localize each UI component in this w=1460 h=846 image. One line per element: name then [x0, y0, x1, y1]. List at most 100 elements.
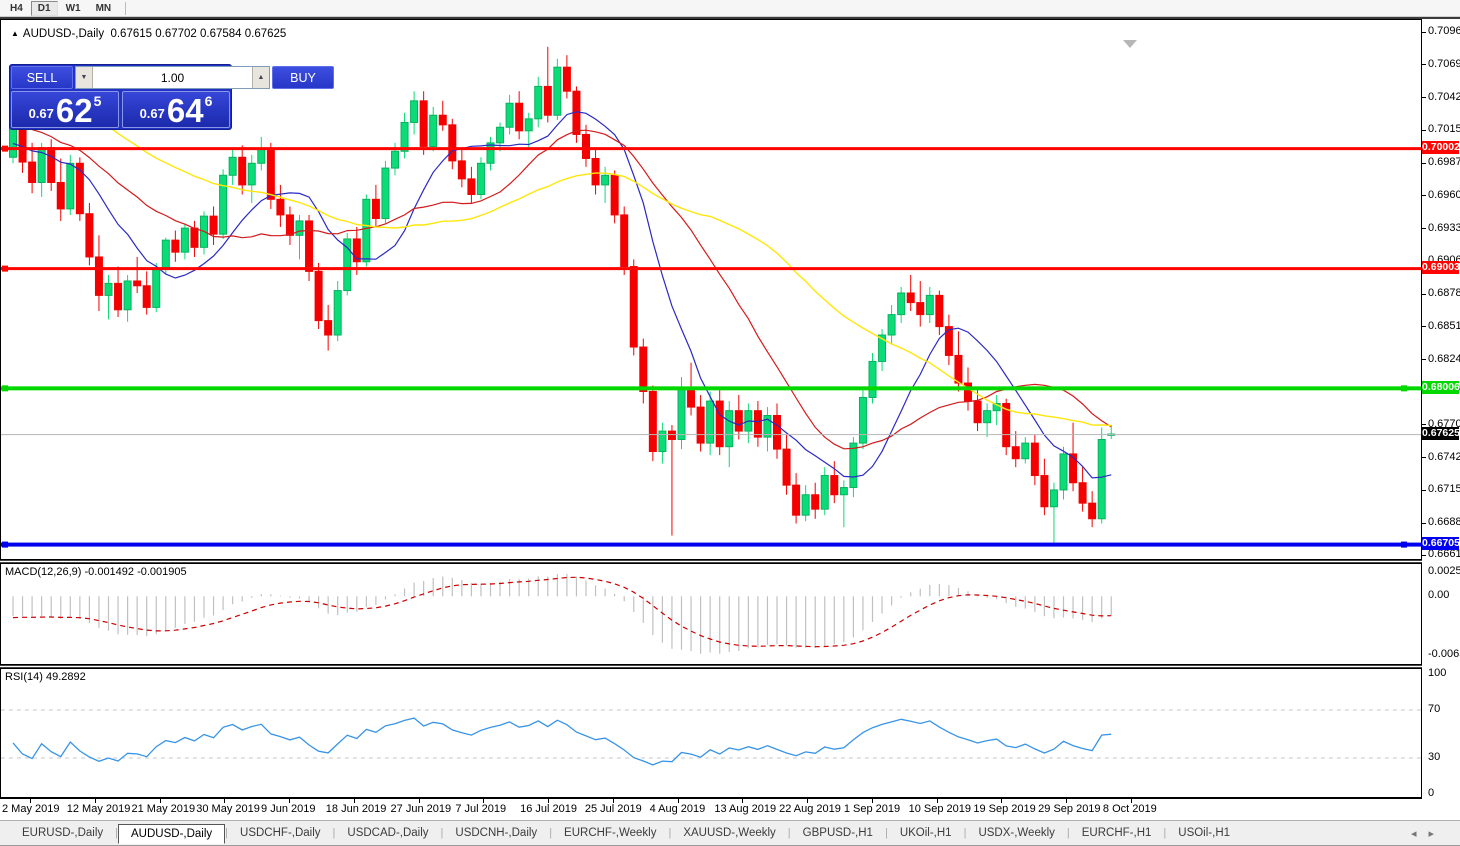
tab-divider: |	[332, 827, 336, 839]
candle	[601, 166, 610, 203]
chart-tabs-bar: EURUSD-,Daily | AUDUSD-,Daily | USDCHF-,Dail…	[0, 820, 1460, 845]
candle	[1059, 446, 1068, 500]
candle	[1078, 467, 1087, 512]
price-tick-label: 0.69330	[1428, 221, 1460, 234]
line-handle[interactable]	[1401, 385, 1407, 392]
line-handle[interactable]	[2, 265, 8, 272]
date-tick	[548, 799, 550, 803]
current-price-line	[1, 434, 1421, 436]
chart-tab[interactable]: UKOil-,H1	[899, 827, 952, 839]
candle	[94, 235, 103, 311]
line-handle[interactable]	[1401, 541, 1407, 548]
date-tick	[742, 799, 744, 803]
macd-pane[interactable]: MACD(12,26,9) -0.001492 -0.001905	[0, 563, 1422, 665]
price-tick-label: 0.70150	[1428, 123, 1460, 136]
chart-shift-marker-icon[interactable]	[1123, 40, 1137, 48]
volume-input[interactable]	[93, 67, 252, 88]
horizontal-level-line[interactable]	[1, 386, 1421, 391]
date-tick	[483, 799, 485, 803]
price-tick-label: 0.70695	[1428, 57, 1460, 70]
price-tick-label: 0.69875	[1428, 156, 1460, 169]
macd-signal-line	[12, 576, 1112, 648]
price-axis[interactable]: 0.70965 0.70695 0.70420 0.70150 0.69875 0.696…	[1422, 19, 1460, 820]
date-axis[interactable]: 2 May 2019 12 May 2019 21 May 2019 30 May 2…	[0, 798, 1422, 820]
macd-canvas	[12, 573, 1112, 654]
chart-tab[interactable]: AUDUSD-,Daily	[118, 823, 226, 844]
candle	[238, 145, 247, 195]
candle	[916, 280, 925, 327]
line-handle[interactable]	[2, 145, 8, 152]
sell-price-tile[interactable]: 0.67 62 5	[11, 91, 119, 128]
candle	[1097, 427, 1106, 524]
candle	[744, 403, 753, 444]
price-chart-pane[interactable]: ▲ AUDUSD-,Daily 0.67615 0.67702 0.67584 0…	[0, 19, 1422, 560]
candle	[438, 100, 447, 131]
candle	[285, 206, 294, 245]
candle	[343, 232, 352, 296]
price-chart-canvas[interactable]	[1, 20, 1421, 559]
candle	[1088, 491, 1097, 528]
rsi-name: RSI(14)	[5, 671, 43, 683]
buy-price-tile[interactable]: 0.67 64 6	[122, 91, 230, 128]
date-tick-label: 8 Oct 2019	[1102, 803, 1157, 815]
candle	[839, 480, 848, 528]
timeframe-toolbar: H4 D1 W1 MN	[0, 0, 1460, 17]
date-tick-label: 22 Aug 2019	[779, 803, 841, 815]
sell-price-pip: 5	[93, 93, 102, 109]
chart-tab[interactable]: EURUSD-,Daily	[22, 827, 104, 839]
chart-tab[interactable]: USDCNH-,Daily	[455, 827, 538, 839]
candle	[209, 206, 218, 245]
line-handle[interactable]	[2, 541, 8, 548]
chart-tab[interactable]: USDCAD-,Daily	[347, 827, 429, 839]
tabs-scroll-icons[interactable]: ◂▸	[1410, 827, 1446, 840]
price-tick-label: 0.70965	[1428, 25, 1460, 38]
date-tick	[807, 799, 809, 803]
candle	[849, 437, 858, 498]
candle	[925, 286, 934, 324]
chart-tab[interactable]: EURCHF-,H1	[1081, 827, 1152, 839]
rsi-pane[interactable]: RSI(14) 49.2892	[0, 668, 1422, 798]
price-tick	[1422, 129, 1426, 131]
pane-splitter[interactable]	[0, 560, 1422, 563]
rsi-line	[12, 717, 1112, 766]
timeframe-button-mn[interactable]: MN	[89, 1, 119, 16]
rsi-canvas	[1, 709, 1421, 766]
candle	[543, 46, 552, 123]
candle	[448, 118, 457, 170]
candle	[419, 91, 428, 155]
timeframe-button-w1[interactable]: W1	[59, 1, 88, 16]
volume-increase-button[interactable]: ▲	[252, 67, 269, 88]
pane-splitter[interactable]	[0, 665, 1422, 668]
price-tick-label: 0.68515	[1428, 319, 1460, 332]
timeframe-button-h4[interactable]: H4	[3, 1, 30, 16]
candle	[973, 389, 982, 432]
ma-line-mid	[12, 119, 1112, 450]
chart-tab[interactable]: GBPUSD-,H1	[802, 827, 873, 839]
one-click-collapse-icon[interactable]: ▲	[11, 29, 19, 38]
candle	[792, 473, 801, 524]
chart-tab[interactable]: USDCHF-,Daily	[240, 827, 321, 839]
rsi-value: 49.2892	[45, 671, 86, 683]
chart-tab[interactable]: XAUUSD-,Weekly	[683, 827, 776, 839]
chart-tab[interactable]: EURCHF-,Weekly	[564, 827, 657, 839]
date-tick-label: 12 May 2019	[66, 803, 131, 815]
tab-divider: |	[1066, 827, 1070, 839]
price-level-badge: 0.69003	[1422, 261, 1460, 275]
price-tick-label: 0.66610	[1428, 548, 1460, 561]
horizontal-level-line[interactable]	[1, 542, 1421, 547]
date-tick-label: 1 Sep 2019	[843, 803, 901, 815]
chart-tab[interactable]: USOil-,H1	[1178, 827, 1231, 839]
price-tick-label: 0.67425	[1428, 450, 1460, 463]
horizontal-level-line[interactable]	[1, 267, 1421, 271]
candle	[639, 338, 648, 404]
horizontal-level-line[interactable]	[1, 147, 1421, 151]
chart-tab[interactable]: USDX-,Weekly	[978, 827, 1055, 839]
timeframe-button-d1[interactable]: D1	[30, 0, 58, 16]
candle	[66, 154, 75, 215]
line-handle[interactable]	[2, 385, 8, 392]
date-tick-label: 16 Jul 2019	[520, 803, 577, 815]
buy-button[interactable]: BUY	[272, 66, 334, 89]
volume-decrease-button[interactable]: ▼	[76, 67, 93, 88]
candle	[820, 467, 829, 516]
sell-button[interactable]: SELL	[11, 66, 73, 89]
